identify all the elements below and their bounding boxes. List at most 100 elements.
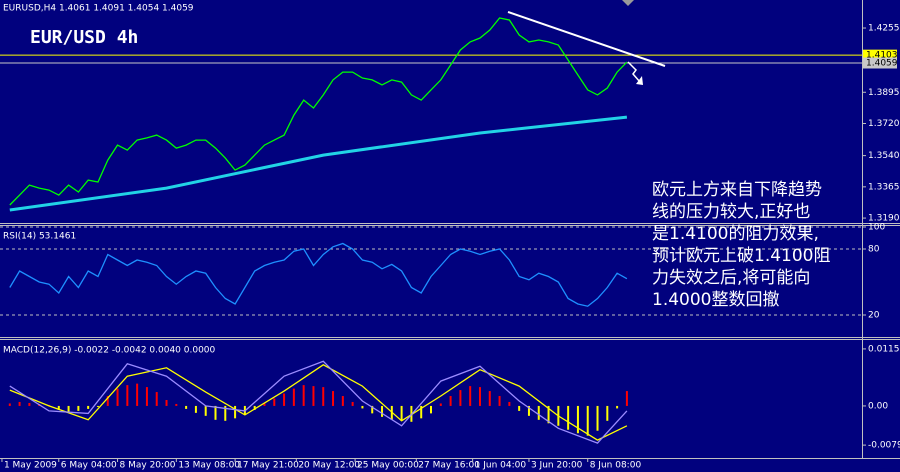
price-label: 1.4059 [866,58,898,68]
x-tick-label: 20 May 12:00 [298,461,360,471]
histogram-bar [332,391,335,406]
histogram-bar [606,405,609,421]
shift-marker [622,0,634,6]
histogram-bar [439,403,442,406]
histogram-bar [586,405,589,436]
series-line [9,115,628,212]
series-line [9,360,628,444]
arrow [627,61,641,83]
histogram-bar [381,405,384,417]
y-tick-label: 1.4255 [868,24,900,34]
x-tick-label: 25 May 00:00 [357,461,419,471]
histogram-bar [224,405,227,421]
histogram-bar [234,405,237,419]
histogram-bar [596,405,599,431]
histogram-bar [498,396,501,406]
histogram-bar [116,388,119,406]
histogram-bar [351,401,354,406]
histogram-bar [106,396,109,406]
rsi-label: RSI(14) 53.1461 [3,232,76,242]
x-tick-label: 13 May 08:00 [178,461,240,471]
annotation-text: 力失效之后,将可能向 [652,268,810,288]
price-label-box [863,57,897,69]
histogram-bar [547,405,550,424]
histogram-bar [8,403,11,406]
histogram-bar [508,401,511,406]
x-tick-label: 3 Jun 20:00 [531,461,583,471]
histogram-bar [616,405,619,409]
y-tick-label: 0.0115 [868,344,900,354]
annotation-text: 线的压力较大,正好也 [652,202,810,222]
histogram-bar [145,387,148,406]
histogram-bar [57,405,60,410]
histogram-bar [518,405,521,411]
chart-title: EUR/USD 4h [30,27,138,48]
chart-header: EURUSD,H4 1.4061 1.4091 1.4054 1.4059 [3,4,194,14]
histogram-bar [537,405,540,420]
y-tick-label: 100 [868,223,885,233]
x-tick-label: 8 May 20:00 [120,461,176,471]
histogram-bar [194,405,197,413]
arrow-head [636,76,643,85]
histogram-bar [77,405,80,411]
series-line [9,242,628,307]
y-tick-label: 20 [868,311,880,321]
histogram-bar [488,391,491,406]
histogram-bar [155,392,158,406]
histogram-bar [283,393,286,406]
price-label-box [863,49,897,61]
histogram-bar [28,402,31,406]
histogram-bar [263,403,266,406]
histogram-bar [165,399,168,406]
histogram-bar [400,405,403,421]
histogram-bar [204,405,207,416]
histogram-bar [185,405,188,409]
histogram-bar [253,405,256,410]
histogram-bar [371,405,374,414]
histogram-bar [292,388,295,406]
histogram-bar [341,396,344,406]
histogram-bar [567,405,570,430]
histogram-bar [361,405,364,409]
frame [0,0,900,459]
macd-label: MACD(12,26,9) -0.0022 -0.0042 0.0040 0.0… [3,346,216,356]
histogram-bar [175,403,178,406]
series-line [9,364,628,441]
x-tick-label: 27 May 16:00 [418,461,480,471]
histogram-bar [136,383,139,406]
histogram-bar [459,390,462,406]
histogram-bar [214,405,217,420]
y-tick-label: 1.3365 [868,182,900,192]
annotation-text: 欧元上方来自下降趋势 [652,180,822,200]
histogram-bar [273,398,276,406]
histogram-bar [527,405,530,416]
x-tick-label: 6 May 04:00 [61,461,117,471]
histogram-bar [67,405,70,412]
histogram-bar [126,385,129,406]
histogram-bar [302,385,305,406]
histogram-bar [18,401,21,406]
x-tick-label: 1 May 2009 [4,461,57,471]
series-line [9,17,628,206]
y-tick-label: 1.3720 [868,119,900,129]
plot-area: 1.4255 1.3895 1.3720 1.3540 1.3365 1.3190 1.41… [0,17,900,471]
histogram-bar [576,405,579,434]
trend-line [507,11,666,67]
histogram-bar [420,405,423,419]
histogram-bar [449,396,452,406]
histogram-bar [312,386,315,406]
annotation-text: 1.4000整数回撤 [652,290,779,310]
histogram-bar [469,386,472,406]
y-tick-label: 80 [868,245,880,255]
x-tick-label: 17 May 21:00 [237,461,299,471]
x-tick-label: 1 Jun 04:00 [475,461,527,471]
y-tick-label: 1.3895 [868,88,900,98]
histogram-bar [478,387,481,406]
y-tick-label: -0.0079 [868,441,900,451]
annotation-text: 是1.4100的阻力效果, [652,224,819,244]
histogram-bar [322,387,325,406]
x-tick-label: 8 Jun 08:00 [590,461,642,471]
histogram-bar [430,405,432,414]
